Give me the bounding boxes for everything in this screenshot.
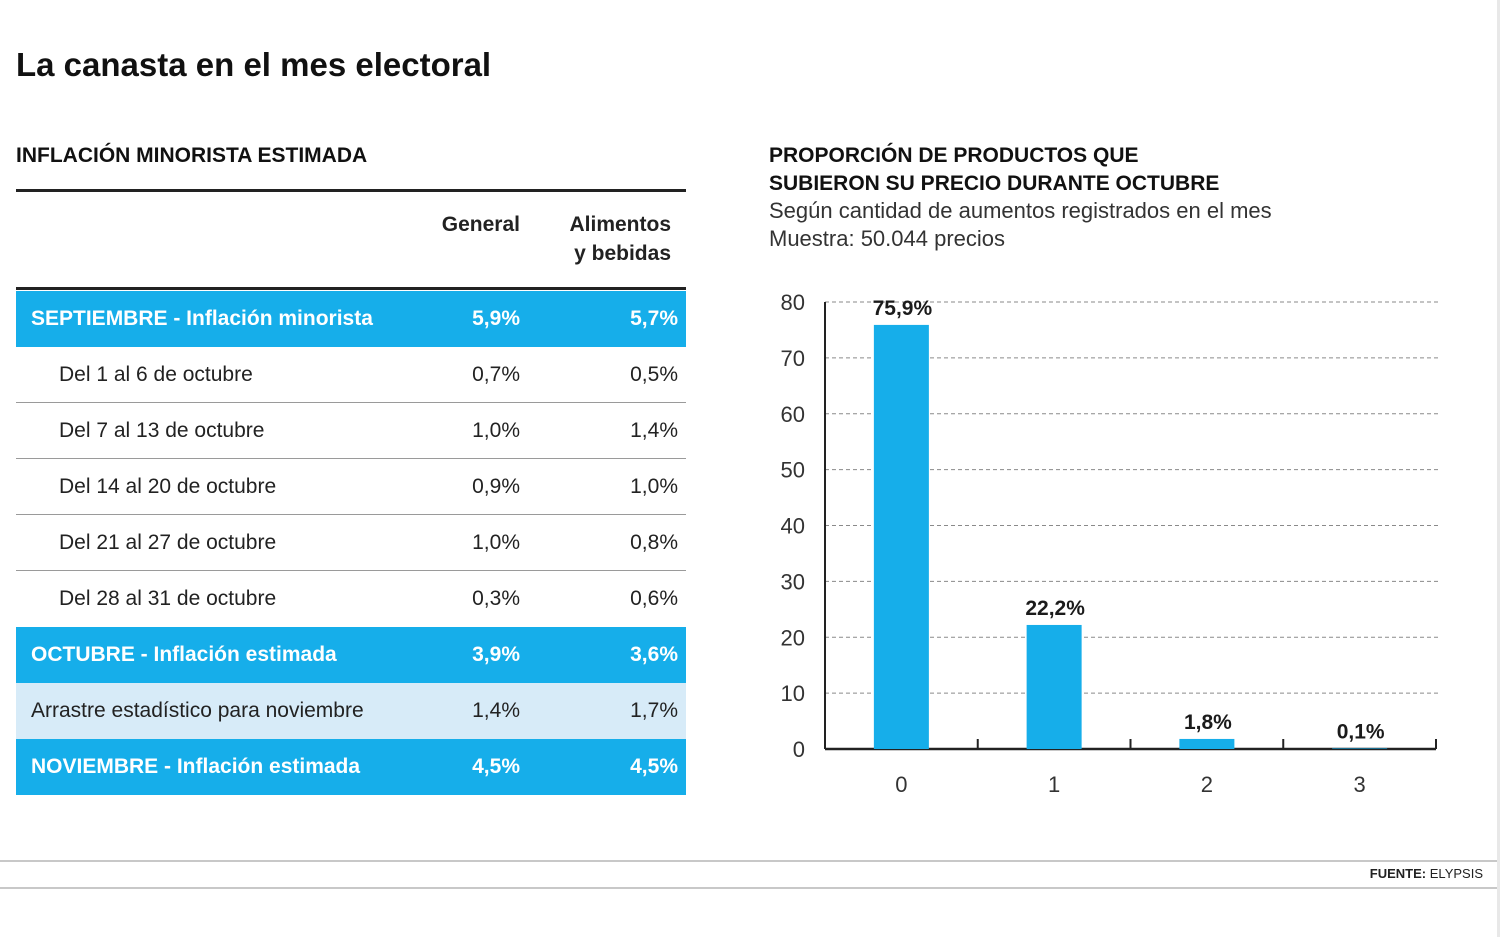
chart-subtitle-line1: Según cantidad de aumentos registrados e… xyxy=(769,198,1272,223)
source-value: ELYPSIS xyxy=(1429,866,1483,881)
table-header-rule xyxy=(16,287,686,290)
row-label: Del 14 al 20 de octubre xyxy=(59,475,277,498)
bar xyxy=(1026,624,1082,749)
row-label: Del 28 al 31 de octubre xyxy=(59,587,277,610)
footer-top-line xyxy=(0,860,1497,862)
x-tick-label: 1 xyxy=(1048,772,1060,797)
y-tick-label: 80 xyxy=(781,290,805,315)
chart-title: PROPORCIÓN DE PRODUCTOS QUE SUBIERON SU … xyxy=(769,142,1329,198)
col-header-alimentos-line1: Alimentos xyxy=(569,213,671,236)
row-value-alimentos: 0,8% xyxy=(630,531,678,554)
bar-value-label: 75,9% xyxy=(873,297,933,320)
table-row: Del 14 al 20 de octubre 0,9% 1,0% xyxy=(16,459,686,515)
bar-value-label: 22,2% xyxy=(1025,597,1085,620)
table-row: Del 21 al 27 de octubre 1,0% 0,8% xyxy=(16,515,686,571)
footer-bottom-line xyxy=(0,887,1497,889)
row-value-general: 0,7% xyxy=(472,363,520,386)
table-row: SEPTIEMBRE - Inflación minorista 5,9% 5,7% xyxy=(16,291,686,347)
row-value-alimentos: 0,6% xyxy=(630,587,678,610)
row-value-alimentos: 4,5% xyxy=(630,755,678,778)
y-tick-label: 10 xyxy=(781,681,805,706)
row-label: OCTUBRE - Inflación estimada xyxy=(31,643,337,666)
y-tick-label: 60 xyxy=(781,402,805,427)
row-label: Del 7 al 13 de octubre xyxy=(59,419,265,442)
row-label: Arrastre estadístico para noviembre xyxy=(31,699,364,722)
row-value-alimentos: 3,6% xyxy=(630,643,678,666)
bar xyxy=(873,324,929,749)
row-value-general: 0,9% xyxy=(472,475,520,498)
chart-title-line1: PROPORCIÓN DE PRODUCTOS QUE xyxy=(769,144,1139,167)
page-right-border xyxy=(1497,0,1500,937)
y-tick-label: 0 xyxy=(793,737,805,762)
y-tick-label: 30 xyxy=(781,569,805,594)
inflation-table-body: SEPTIEMBRE - Inflación minorista 5,9% 5,7%… xyxy=(16,291,686,795)
col-header-alimentos-line2: y bebidas xyxy=(574,242,671,265)
table-row: Del 28 al 31 de octubre 0,3% 0,6% xyxy=(16,571,686,627)
chart-subtitle-line2: Muestra: 50.044 precios xyxy=(769,226,1006,251)
table-row: NOVIEMBRE - Inflación estimada 4,5% 4,5% xyxy=(16,739,686,795)
bar-value-label: 0,1% xyxy=(1337,720,1385,743)
chart-title-line2: SUBIERON SU PRECIO DURANTE OCTUBRE xyxy=(769,172,1220,195)
x-tick-label: 0 xyxy=(895,772,907,797)
row-value-general: 1,0% xyxy=(472,531,520,554)
bar xyxy=(1332,748,1388,749)
row-value-alimentos: 0,5% xyxy=(630,363,678,386)
table-top-rule xyxy=(16,189,686,192)
row-value-general: 1,0% xyxy=(472,419,520,442)
table-row: Arrastre estadístico para noviembre 1,4% 1… xyxy=(16,683,686,739)
row-value-alimentos: 1,7% xyxy=(630,699,678,722)
row-label: SEPTIEMBRE - Inflación minorista xyxy=(31,307,373,330)
bar-chart: 0 10 20 30 40 50 60 70 80 75,9% 0 22,2% 1 1,8% 2 0,1% 3 xyxy=(781,290,1441,797)
col-header-general: General xyxy=(441,213,520,236)
row-value-general: 0,3% xyxy=(472,587,520,610)
source-label: FUENTE: xyxy=(1369,866,1427,881)
source-credit: FUENTE: ELYPSIS xyxy=(1370,866,1483,881)
row-label: Del 21 al 27 de octubre xyxy=(59,531,277,554)
row-label: Del 1 al 6 de octubre xyxy=(59,363,253,386)
table-title: INFLACIÓN MINORISTA ESTIMADA xyxy=(16,144,368,167)
y-tick-label: 50 xyxy=(781,458,805,483)
y-tick-label: 70 xyxy=(781,346,805,371)
row-value-general: 5,9% xyxy=(472,307,520,330)
row-value-general: 1,4% xyxy=(472,699,520,722)
bar-value-label: 1,8% xyxy=(1184,711,1232,734)
row-value-general: 4,5% xyxy=(472,755,520,778)
row-value-alimentos: 1,4% xyxy=(630,419,678,442)
bar xyxy=(1179,738,1235,749)
row-value-general: 3,9% xyxy=(472,643,520,666)
table-row: Del 7 al 13 de octubre 1,0% 1,4% xyxy=(16,403,686,459)
x-tick-label: 3 xyxy=(1354,772,1366,797)
row-value-alimentos: 5,7% xyxy=(630,307,678,330)
table-row: OCTUBRE - Inflación estimada 3,9% 3,6% xyxy=(16,627,686,683)
col-header-alimentos: Alimentos y bebidas xyxy=(530,210,671,268)
chart-subtitle: Según cantidad de aumentos registrados e… xyxy=(769,197,1272,253)
row-label: NOVIEMBRE - Inflación estimada xyxy=(31,755,361,778)
table-row: Del 1 al 6 de octubre 0,7% 0,5% xyxy=(16,347,686,403)
row-value-alimentos: 1,0% xyxy=(630,475,678,498)
x-tick-label: 2 xyxy=(1201,772,1213,797)
page-title: La canasta en el mes electoral xyxy=(16,46,492,83)
y-tick-label: 40 xyxy=(781,514,805,539)
y-tick-label: 20 xyxy=(781,625,805,650)
